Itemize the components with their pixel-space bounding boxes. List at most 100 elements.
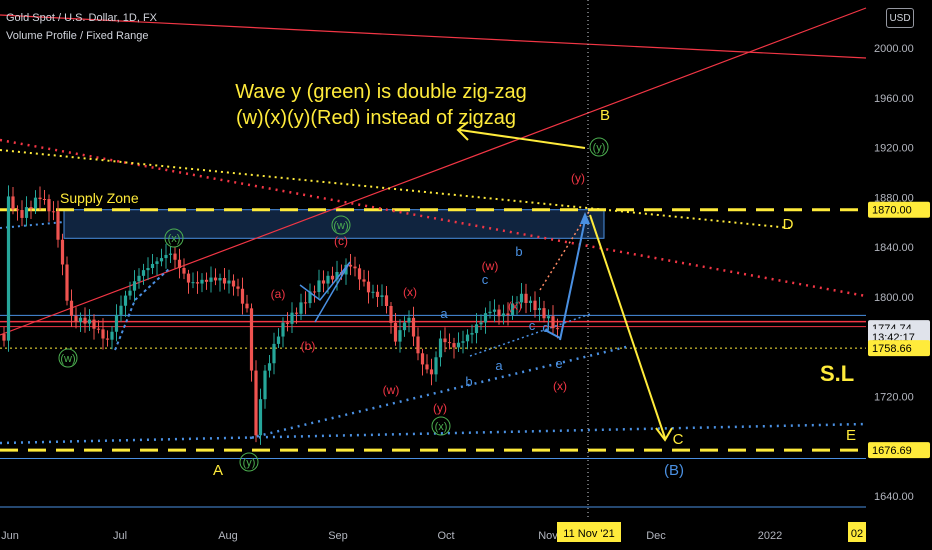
candle-body — [537, 308, 542, 311]
time-axis: Jun Jul Aug Sep Oct Nov Dec 2022 11 Nov '21 02 — [0, 520, 866, 550]
wave-label-green-circle — [58, 348, 78, 368]
candle-body — [276, 336, 281, 344]
wave-label-blue: a — [440, 306, 448, 321]
candle-body — [308, 291, 312, 304]
candle-body — [105, 338, 110, 340]
candle-body — [191, 282, 195, 284]
candle-body — [515, 302, 519, 304]
candle-body — [470, 333, 474, 335]
y-tick-label: 1720.00 — [874, 391, 914, 403]
wave-label-red: (x) — [553, 379, 567, 393]
candle-body — [519, 293, 524, 303]
candle-body — [42, 199, 47, 201]
drawing-lines — [0, 0, 867, 520]
price-label-bg — [868, 442, 930, 459]
candle-body — [371, 291, 375, 293]
wave-label-blue: c — [482, 272, 489, 287]
wave-letter-label: E — [846, 427, 856, 444]
candle-body — [492, 309, 497, 312]
y-tick-label: 1800.00 — [874, 292, 914, 304]
candle-body — [290, 312, 294, 324]
candle-body — [56, 211, 60, 240]
candle-body — [51, 211, 56, 213]
candle-body — [164, 254, 168, 259]
price-label-bg — [868, 340, 930, 357]
candle-body — [258, 399, 263, 436]
candle-body — [150, 263, 155, 269]
time-axis-bg — [0, 520, 866, 550]
candle-body — [425, 364, 429, 370]
candle-body — [497, 309, 501, 317]
annotation-title-line2: (w)(x)(y)(Red) instead of zigzag — [236, 107, 516, 129]
candle-body — [398, 330, 402, 342]
y-tick-label: 1640.00 — [874, 491, 914, 503]
candle-body — [195, 282, 200, 284]
candle-body — [87, 319, 92, 324]
candle-body — [245, 303, 249, 309]
candle-body — [231, 280, 236, 287]
wave-label-red: (x) — [403, 285, 417, 299]
candle-body — [317, 280, 321, 292]
candle-body — [141, 270, 146, 276]
wave-label-green-circle — [431, 416, 451, 436]
candle-body — [110, 331, 114, 340]
candle-body — [447, 342, 452, 344]
candle-body — [29, 207, 33, 209]
candle-body — [15, 209, 20, 211]
annotation-title-line1: Wave y (green) is double zig-zag — [235, 81, 527, 103]
wave-letter-label: B — [600, 107, 610, 124]
candle-body — [155, 261, 159, 264]
candle-body — [222, 277, 227, 284]
wave-label-red: (x) — [508, 299, 522, 313]
candle-body — [96, 328, 101, 330]
yellow-pointer-line — [459, 129, 586, 149]
wave-letter-label: D — [783, 216, 794, 233]
candle-body — [483, 313, 488, 323]
candle-body — [510, 303, 515, 315]
candle-body — [434, 357, 438, 375]
candle-body — [375, 291, 380, 297]
wave-label-blue: a — [495, 358, 503, 373]
candle-body — [299, 302, 303, 314]
wave-label-red: (y) — [433, 401, 447, 415]
candle-body — [479, 322, 483, 325]
candle-body — [465, 334, 470, 342]
wave-label-red: (w) — [482, 259, 499, 273]
candle-body — [101, 329, 105, 339]
y-tick-label: 1920.00 — [874, 143, 914, 155]
wave-annotations: Wave y (green) is double zig-zag(w)(x)(y… — [58, 81, 856, 479]
candle-body — [182, 267, 186, 274]
x-tick-label: 2022 — [758, 530, 782, 542]
candle-body — [254, 370, 258, 436]
wave-label-red: (a) — [271, 287, 286, 301]
candle-body — [177, 259, 182, 268]
cursor-date-label: 11 Nov '21 — [563, 528, 614, 540]
candle-body — [24, 207, 29, 218]
indicator-title: Volume Profile / Fixed Range — [6, 30, 149, 42]
candle-body — [357, 268, 362, 280]
candle-body — [20, 210, 24, 218]
x-tick-label: Oct — [437, 530, 454, 542]
orange-dotted-line — [539, 209, 591, 291]
candle-body — [420, 353, 425, 365]
candle-body — [555, 328, 560, 330]
candle-body — [546, 316, 551, 319]
candle-body — [551, 316, 555, 329]
candle-body — [78, 317, 83, 323]
candle-body — [366, 281, 371, 293]
wave-label-red: (y) — [571, 171, 585, 185]
candle-body — [389, 305, 393, 323]
x-tick-label: Nov — [538, 530, 558, 542]
candle-body — [128, 290, 132, 296]
wave-label-green: (y) — [593, 142, 606, 154]
candle-body — [321, 280, 326, 284]
x-tick-label: Jun — [1, 530, 19, 542]
candle-body — [411, 317, 416, 337]
candle-body — [542, 308, 546, 319]
candle-body — [474, 324, 479, 334]
candle-body — [294, 312, 299, 314]
candle-body — [380, 295, 384, 297]
corner-date-label: 02 — [851, 528, 863, 540]
currency-button[interactable]: USD — [886, 8, 914, 28]
